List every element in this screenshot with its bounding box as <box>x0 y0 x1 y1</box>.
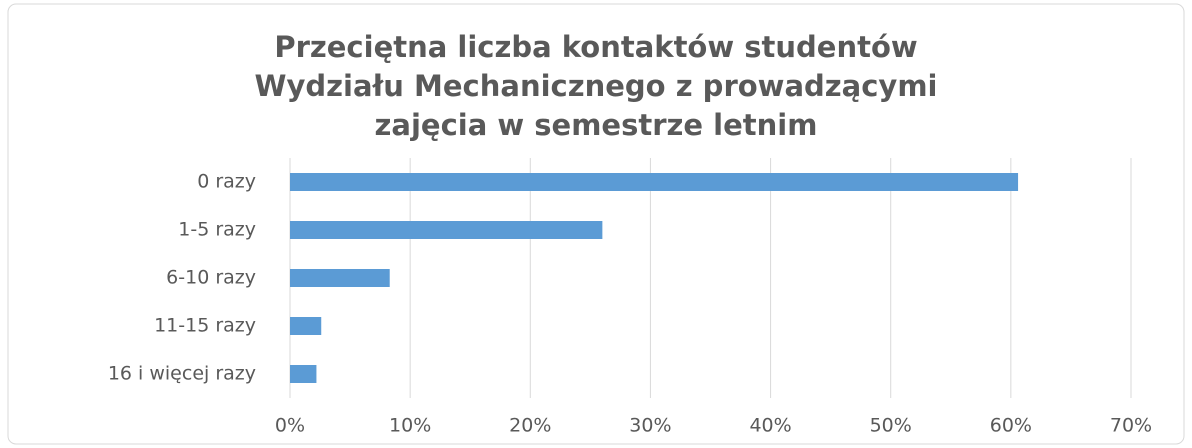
y-tick-label: 11-15 razy <box>154 315 256 337</box>
x-tick-label: 10% <box>389 415 431 437</box>
bar <box>290 173 1019 191</box>
y-tick-label: 1-5 razy <box>178 219 256 241</box>
x-tick-label: 40% <box>749 415 791 437</box>
x-tick-label: 50% <box>870 415 912 437</box>
x-tick-label: 30% <box>629 415 671 437</box>
bar <box>290 365 317 383</box>
chart-title: Przeciętna liczba kontaktów studentów Wy… <box>254 30 938 142</box>
bar <box>290 269 390 287</box>
x-tick-label: 60% <box>990 415 1032 437</box>
x-tick-label: 0% <box>275 415 305 437</box>
x-tick-label: 20% <box>509 415 551 437</box>
bar <box>290 317 322 335</box>
x-tick-label: 70% <box>1110 415 1152 437</box>
y-tick-label: 16 i więcej razy <box>108 363 256 385</box>
y-tick-label: 6-10 razy <box>166 267 256 289</box>
bar <box>290 221 603 239</box>
y-tick-label: 0 razy <box>197 171 256 193</box>
